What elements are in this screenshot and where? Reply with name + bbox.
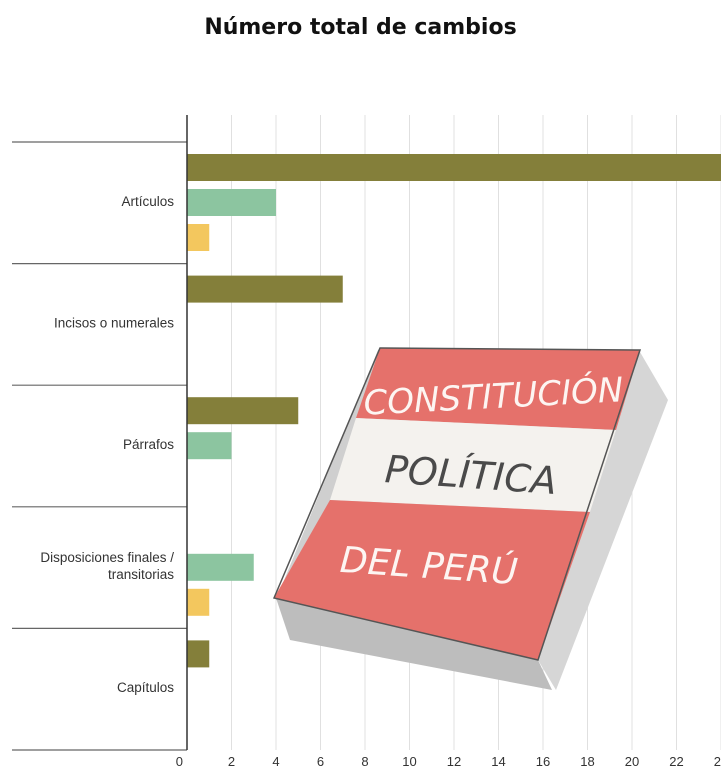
x-tick-label: 20 [625,754,639,769]
x-tick-label: 10 [402,754,416,769]
chart-title: Número total de cambios [204,15,517,40]
x-tick-label: 12 [447,754,461,769]
axes: 024681012141618202224 [12,115,721,769]
category-label: Párrafos [123,437,174,452]
book-cover-red-top [356,348,640,430]
x-tick-label: 0 [176,754,183,769]
x-tick-label: 18 [580,754,594,769]
constitution-book-illustration: CONSTITUCIÓN POLÍTICA DEL PERÚ [272,347,668,690]
x-tick-label: 8 [361,754,368,769]
x-tick-label: 22 [669,754,683,769]
book-cover-outline [272,347,642,661]
category-label: Disposiciones finales / transitorias [40,550,174,582]
book-cover-white [330,418,616,512]
category-label: Incisos o numerales [54,315,174,330]
book-bottom-edge [276,598,552,690]
bar [187,588,210,616]
bar [187,189,276,216]
x-tick-label: 4 [272,754,279,769]
category-label: Capítulos [117,680,174,695]
bar [187,432,232,460]
x-tick-label: 2 [228,754,235,769]
book-cover-red-bottom [274,500,590,660]
x-tick-label: 24 [714,754,721,769]
book-side-edge [538,352,668,690]
bar [187,397,299,425]
x-tick-label: 16 [536,754,550,769]
x-tick-label: 6 [317,754,324,769]
category-label: Artículos [121,194,174,209]
bar [187,275,343,303]
x-tick-label: 14 [491,754,505,769]
bar [187,553,254,581]
category-labels: Artículos Incisos o numerales Párrafos Disp… [40,194,174,695]
bar [187,224,210,251]
bar [187,640,210,668]
bars [187,154,721,668]
bar [187,154,721,181]
